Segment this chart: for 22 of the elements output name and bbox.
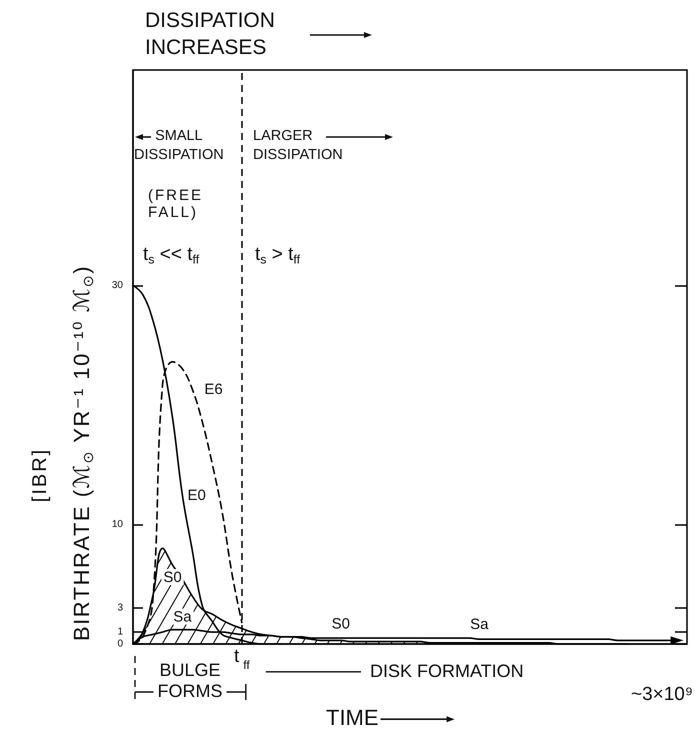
text: DISK FORMATION [370, 661, 524, 683]
annotation: (FREE FALL) [148, 187, 203, 221]
y-tick-label: 0 [117, 638, 124, 650]
text: ~3×10⁹ [630, 684, 693, 707]
y-tick-label: 3 [117, 602, 124, 614]
y-tick-label: 1 [117, 626, 124, 638]
annotation: t$_{s}$ << t$_{ff}$ [143, 244, 200, 267]
annotation: LARGER DISSIPATION [253, 127, 343, 165]
series-label: E0 [187, 487, 206, 504]
annotation: SMALL DISSIPATION [134, 127, 224, 165]
text: [IBR] [28, 448, 52, 502]
y-tick-label: 30 [112, 280, 124, 291]
text: BULGE FORMS [158, 660, 222, 702]
text: Sa [470, 616, 488, 634]
text: S0 [332, 615, 350, 632]
series-label: Sa [173, 608, 192, 626]
y-tick-label: 10 [112, 518, 124, 530]
series-label: E6 [204, 380, 223, 398]
x-axis-title: TIME [326, 705, 379, 730]
series-label: S0 [163, 569, 182, 586]
text: DISSIPATION INCREASES [145, 8, 275, 61]
annotation: t$_{s}$ > t$_{ff}$ [255, 244, 300, 267]
